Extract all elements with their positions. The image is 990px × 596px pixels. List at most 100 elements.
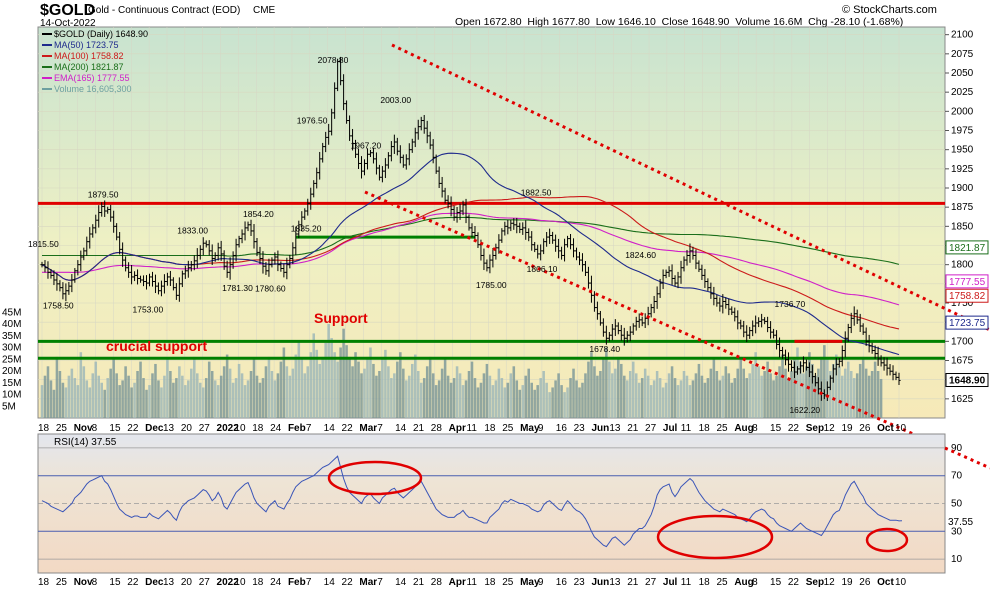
- volume-bar: [333, 352, 336, 418]
- volume-bar: [682, 371, 686, 418]
- x-tick-label: 27: [645, 423, 657, 434]
- price-tick-label: 1625: [951, 394, 974, 405]
- volume-bar: [473, 378, 477, 418]
- price-label: 1785.00: [476, 280, 507, 290]
- volume-bar: [136, 371, 139, 418]
- volume-bar: [876, 371, 880, 418]
- x-tick-label: 10: [895, 577, 907, 588]
- volume-bar: [608, 361, 611, 418]
- volume-bar: [184, 385, 187, 418]
- volume-bar: [145, 389, 148, 418]
- exchange-label: CME: [253, 5, 276, 16]
- volume-bar: [336, 361, 339, 418]
- price-label: 1879.50: [88, 190, 119, 200]
- x-tick-label: 18: [252, 423, 264, 434]
- volume-bar: [799, 361, 802, 418]
- rsi-line: [41, 455, 903, 548]
- volume-bar: [175, 378, 178, 418]
- price-tick-label: 1975: [951, 126, 974, 137]
- volume-bar: [566, 387, 569, 418]
- volume-bar: [204, 378, 208, 418]
- x-tick-label: 18: [38, 577, 50, 588]
- volume-bar: [213, 380, 217, 418]
- volume-bar: [760, 375, 763, 418]
- volume-bar: [399, 352, 402, 418]
- volume-bar: [560, 385, 563, 418]
- price-tick-label: 1675: [951, 356, 974, 367]
- volume-bar: [222, 366, 226, 418]
- x-tick-label: 21: [413, 423, 425, 434]
- price-tick-label: 2075: [951, 49, 974, 60]
- volume-bar: [470, 361, 474, 418]
- volume-bar: [249, 371, 253, 418]
- x-tick-label: 25: [502, 577, 514, 588]
- volume-bar: [76, 385, 80, 418]
- volume-bar: [279, 361, 283, 418]
- x-tick-label: 15: [109, 577, 121, 588]
- volume-tick-label: 5M: [2, 401, 16, 412]
- volume-bar: [742, 368, 745, 418]
- ma200-line: [42, 216, 900, 265]
- x-tick-label: 10: [234, 577, 246, 588]
- volume-bar: [312, 333, 316, 418]
- volume-bar: [139, 361, 142, 418]
- volume-bar: [694, 373, 698, 418]
- volume-bar: [491, 385, 495, 418]
- volume-bar: [832, 363, 835, 418]
- volume-bar: [321, 356, 324, 418]
- volume-bar: [112, 359, 115, 418]
- x-tick-label: 15: [109, 423, 121, 434]
- volume-bar: [685, 375, 689, 418]
- x-tick-label: May: [520, 423, 540, 434]
- volume-bar: [264, 366, 268, 418]
- volume-bar: [849, 371, 853, 418]
- legend-entry: MA(200) 1821.87: [54, 62, 124, 72]
- overbought-ellipse: [327, 460, 423, 496]
- volume-bar: [781, 354, 784, 418]
- volume-bar: [605, 347, 608, 418]
- volume-bar: [814, 375, 817, 418]
- volume-bar: [823, 345, 826, 418]
- volume-bar: [187, 380, 190, 418]
- volume-bar: [252, 359, 256, 418]
- x-tick-label: Sep: [806, 423, 824, 434]
- volume-bar: [61, 382, 65, 418]
- volume-bar: [835, 354, 838, 418]
- volume-bar: [70, 368, 74, 418]
- volume-bar: [700, 375, 704, 418]
- x-tick-label: 14: [324, 577, 336, 588]
- volume-bar: [306, 366, 310, 418]
- volume-bar: [303, 373, 307, 418]
- volume-bar: [154, 363, 157, 418]
- volume-bar: [288, 375, 292, 418]
- volume-bar: [766, 361, 769, 418]
- x-tick-label: Apr: [449, 423, 466, 434]
- price-label: 1815.50: [28, 239, 59, 249]
- volume-bar: [425, 366, 429, 418]
- volume-bar: [449, 382, 453, 418]
- rsi-tick-label: 10: [951, 554, 963, 565]
- volume-bar: [396, 361, 399, 418]
- volume-bar: [255, 375, 259, 418]
- price-label: 1824.60: [625, 250, 656, 260]
- x-tick-label: 26: [859, 423, 871, 434]
- x-tick-label: 22: [788, 577, 800, 588]
- x-tick-label: 12: [824, 577, 836, 588]
- x-tick-label: 21: [627, 423, 639, 434]
- volume-bar: [652, 380, 656, 418]
- value-tag-label: 1723.75: [949, 318, 986, 329]
- x-tick-label: 28: [431, 423, 443, 434]
- x-tick-label: 23: [574, 577, 586, 588]
- volume-bar: [858, 363, 862, 418]
- value-tag-label: 1777.55: [949, 277, 986, 288]
- volume-bar: [527, 368, 530, 418]
- volume-bar: [599, 371, 602, 418]
- volume-bar: [142, 378, 145, 418]
- lower-trendline: [364, 190, 946, 450]
- volume-bar: [408, 375, 411, 418]
- volume-bar: [393, 373, 396, 418]
- x-tick-label: 20: [181, 577, 193, 588]
- volume-bar: [838, 366, 841, 418]
- volume-bar: [228, 368, 232, 418]
- symbol-title: $GOLD: [40, 2, 95, 19]
